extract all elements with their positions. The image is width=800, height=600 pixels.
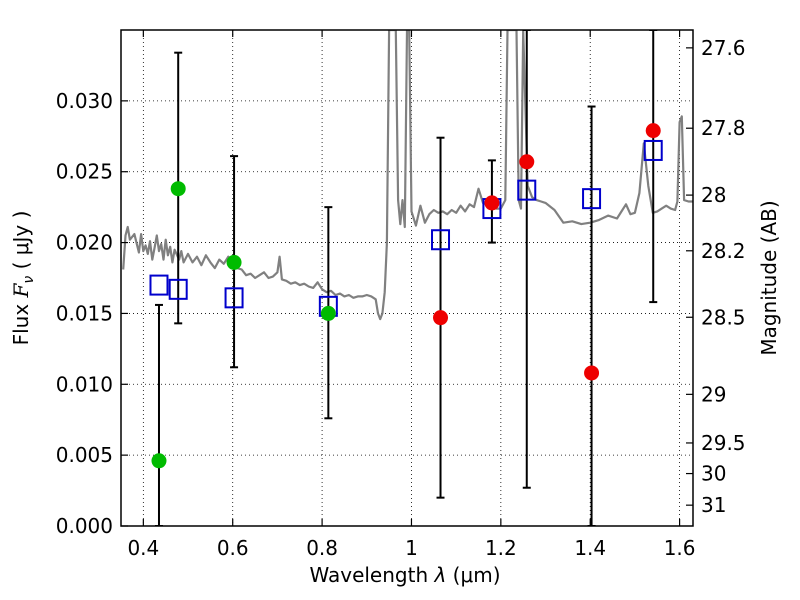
model-photometry-square [149,274,169,296]
x-axis-title-symbol: λ [433,563,446,587]
model-photometry-square [517,179,537,201]
right-tick-label: 28.2 [701,239,746,263]
right-tick-label: 28 [701,183,726,207]
observed-flux-point [484,195,500,211]
x-tick-label: 0.4 [127,536,159,560]
model-spectrum-line [122,30,693,321]
right-tick-label: 29.5 [701,431,746,455]
right-axis-title: Magnitude (AB) [757,200,781,355]
right-tick-label: 28.5 [701,305,746,329]
x-tick-label: 1.6 [664,536,696,560]
x-axis-title-suffix: (μm) [446,563,500,587]
observed-flux-point [320,305,336,321]
model-photometry-points [149,139,663,317]
y-axis-title: Flux Fν ( μJy ) [9,211,37,346]
x-tick-label: 1.2 [485,536,517,560]
observed-flux-point [519,154,535,170]
y-tick-label: 0.025 [56,160,113,184]
observed-flux-point [433,310,449,326]
right-tick-label: 27.8 [701,116,746,140]
y-tick-label: 0.015 [56,301,113,325]
right-tick-label: 31 [701,493,726,517]
model-photometry-square [582,188,602,210]
plot-frame [120,29,694,527]
y-tick-label: 0.000 [56,514,113,538]
plot-area [122,30,693,526]
y-axis-title-subscript: ν [21,276,37,284]
y-tick-label: 0.030 [56,89,113,113]
y-axis-title-symbol: F [9,282,33,298]
right-tick-label: 27.6 [701,36,746,60]
y-tick-label: 0.010 [56,372,113,396]
right-tick-label: 29 [701,382,726,406]
observed-flux-point [170,181,186,197]
x-axis-title-prefix: Wavelength [309,563,434,587]
y-axis-title-suffix: ( μJy ) [9,211,33,276]
model-photometry-square [224,287,244,309]
x-tick-label: 0.8 [306,536,338,560]
x-tick-label: 1.4 [574,536,606,560]
observed-flux-point [226,254,242,270]
model-photometry-square [431,229,451,251]
observed-flux-point [645,123,661,139]
model-photometry-square [168,278,188,300]
y-tick-label: 0.005 [56,443,113,467]
axis-ticks: 0.4 0.6 0.8 1 1.2 1.4 1.6 0.000 0.005 0.010 0.015 0… [56,30,746,560]
model-photometry-square [643,139,663,161]
observed-flux-points [151,123,661,469]
x-tick-label: 0.6 [217,536,249,560]
right-tick-label: 30 [701,462,726,486]
y-axis-title-prefix: Flux [9,297,33,345]
x-tick-label: 1 [405,536,418,560]
observed-flux-point [584,365,600,381]
x-axis-title: Wavelength λ (μm) [309,563,500,587]
observed-flux-point [151,453,167,469]
y-tick-label: 0.020 [56,231,113,255]
